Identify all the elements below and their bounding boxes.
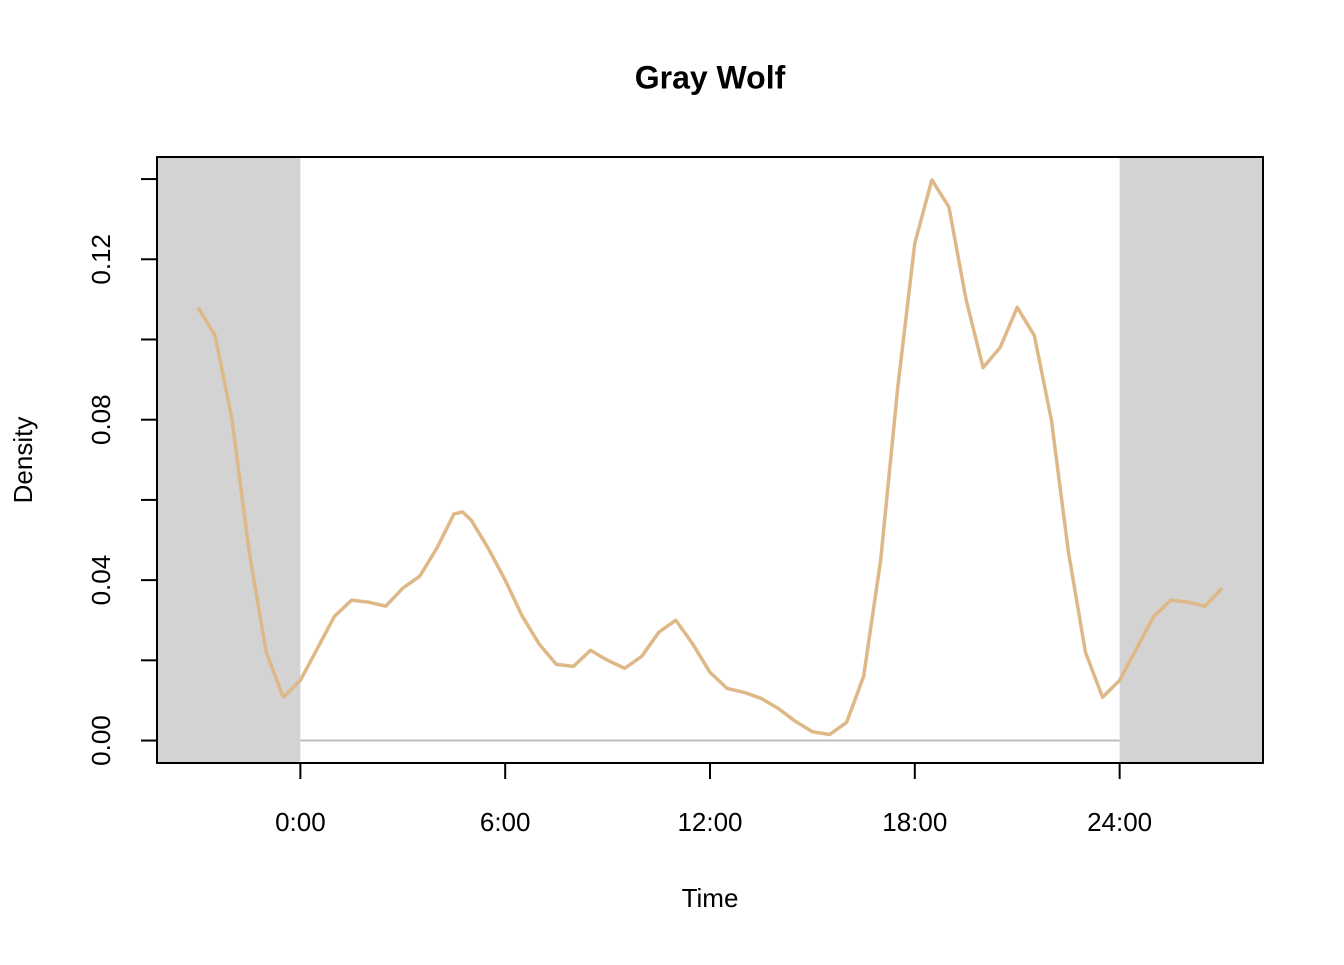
x-tick-label: 18:00 — [882, 807, 947, 837]
y-tick-label: 0.04 — [86, 555, 116, 606]
x-tick-label: 12:00 — [677, 807, 742, 837]
y-tick-label: 0.08 — [86, 394, 116, 445]
y-tick-label: 0.12 — [86, 234, 116, 285]
x-axis-label: Time — [682, 883, 739, 913]
x-tick-label: 24:00 — [1087, 807, 1152, 837]
x-tick-label: 0:00 — [275, 807, 326, 837]
y-tick-label: 0.00 — [86, 715, 116, 766]
density-line — [196, 178, 1224, 737]
shade-region — [1119, 157, 1263, 763]
y-axis-label: Density — [8, 417, 38, 504]
chart-title: Gray Wolf — [635, 59, 786, 95]
x-tick-label: 6:00 — [480, 807, 531, 837]
shade-region — [157, 157, 301, 763]
